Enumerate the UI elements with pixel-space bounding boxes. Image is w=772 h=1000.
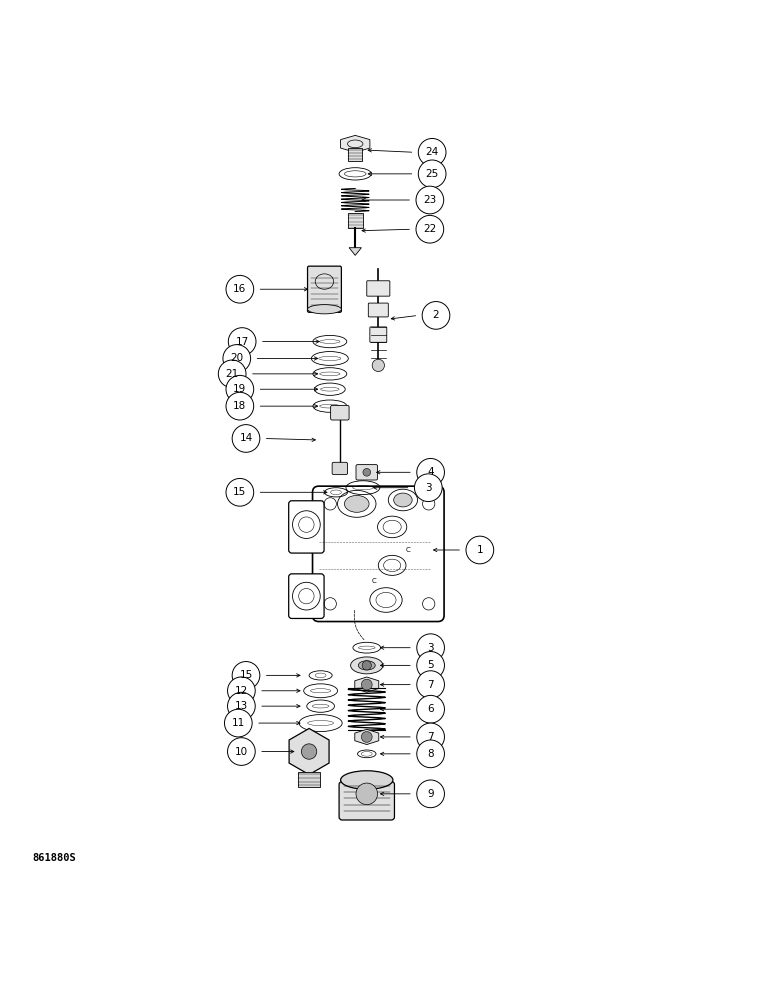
Polygon shape xyxy=(349,248,361,255)
FancyBboxPatch shape xyxy=(289,574,324,618)
Circle shape xyxy=(417,652,445,679)
Polygon shape xyxy=(289,728,329,775)
Circle shape xyxy=(417,634,445,662)
Text: 1: 1 xyxy=(476,545,483,555)
Circle shape xyxy=(301,744,317,759)
Circle shape xyxy=(416,215,444,243)
Ellipse shape xyxy=(394,493,412,507)
Ellipse shape xyxy=(340,771,393,789)
Ellipse shape xyxy=(358,661,375,670)
Text: 13: 13 xyxy=(235,701,248,711)
Circle shape xyxy=(229,328,256,355)
Text: 22: 22 xyxy=(423,224,436,234)
FancyBboxPatch shape xyxy=(370,327,387,342)
FancyBboxPatch shape xyxy=(367,281,390,296)
Text: 6: 6 xyxy=(428,704,434,714)
Circle shape xyxy=(417,780,445,808)
Circle shape xyxy=(226,375,254,403)
Text: 861880S: 861880S xyxy=(32,853,76,863)
Text: 16: 16 xyxy=(233,284,246,294)
Text: 4: 4 xyxy=(428,467,434,477)
Text: 14: 14 xyxy=(239,433,252,443)
Circle shape xyxy=(228,738,256,765)
Circle shape xyxy=(418,138,446,166)
Text: 18: 18 xyxy=(233,401,246,411)
Text: 5: 5 xyxy=(428,660,434,670)
Circle shape xyxy=(417,458,445,486)
Text: 3: 3 xyxy=(425,483,432,493)
Circle shape xyxy=(228,692,256,720)
Circle shape xyxy=(417,723,445,751)
FancyBboxPatch shape xyxy=(348,148,362,161)
Text: 20: 20 xyxy=(230,353,243,363)
Text: 3: 3 xyxy=(428,643,434,653)
Circle shape xyxy=(226,478,254,506)
Polygon shape xyxy=(355,677,379,692)
Circle shape xyxy=(362,661,371,670)
FancyBboxPatch shape xyxy=(330,405,349,420)
Text: 9: 9 xyxy=(428,789,434,799)
Circle shape xyxy=(223,345,251,372)
Circle shape xyxy=(361,732,372,742)
Text: 23: 23 xyxy=(423,195,436,205)
Circle shape xyxy=(218,360,246,388)
Circle shape xyxy=(356,783,378,805)
Text: 17: 17 xyxy=(235,337,249,347)
Circle shape xyxy=(418,160,446,188)
Text: 7: 7 xyxy=(428,732,434,742)
Ellipse shape xyxy=(307,305,341,314)
Text: 15: 15 xyxy=(239,670,252,680)
Circle shape xyxy=(466,536,493,564)
Text: 25: 25 xyxy=(425,169,438,179)
Circle shape xyxy=(226,392,254,420)
Text: 11: 11 xyxy=(232,718,245,728)
FancyBboxPatch shape xyxy=(332,462,347,475)
Text: 7: 7 xyxy=(428,680,434,690)
Polygon shape xyxy=(340,135,370,152)
Circle shape xyxy=(416,186,444,214)
Circle shape xyxy=(417,740,445,768)
Circle shape xyxy=(226,275,254,303)
FancyBboxPatch shape xyxy=(356,465,378,480)
Circle shape xyxy=(417,695,445,723)
Text: 2: 2 xyxy=(432,310,439,320)
Circle shape xyxy=(232,425,260,452)
FancyBboxPatch shape xyxy=(298,772,320,787)
FancyBboxPatch shape xyxy=(307,266,341,312)
Circle shape xyxy=(417,671,445,698)
Text: 12: 12 xyxy=(235,686,248,696)
FancyBboxPatch shape xyxy=(313,486,444,622)
Circle shape xyxy=(361,679,372,690)
Circle shape xyxy=(225,709,252,737)
Circle shape xyxy=(228,677,256,705)
Polygon shape xyxy=(355,729,379,745)
Text: 8: 8 xyxy=(428,749,434,759)
Text: 24: 24 xyxy=(425,147,438,157)
Text: 19: 19 xyxy=(233,384,246,394)
Text: C: C xyxy=(405,547,410,553)
Text: 21: 21 xyxy=(225,369,239,379)
Circle shape xyxy=(372,359,384,372)
Ellipse shape xyxy=(350,657,383,674)
Text: 10: 10 xyxy=(235,747,248,757)
Circle shape xyxy=(415,474,442,502)
FancyBboxPatch shape xyxy=(368,303,388,317)
Text: C: C xyxy=(372,578,377,584)
Text: 15: 15 xyxy=(233,487,246,497)
Circle shape xyxy=(232,662,260,689)
FancyBboxPatch shape xyxy=(339,782,394,820)
Ellipse shape xyxy=(344,495,369,512)
Circle shape xyxy=(422,302,450,329)
FancyBboxPatch shape xyxy=(347,213,363,228)
FancyBboxPatch shape xyxy=(289,501,324,553)
Circle shape xyxy=(363,468,371,476)
